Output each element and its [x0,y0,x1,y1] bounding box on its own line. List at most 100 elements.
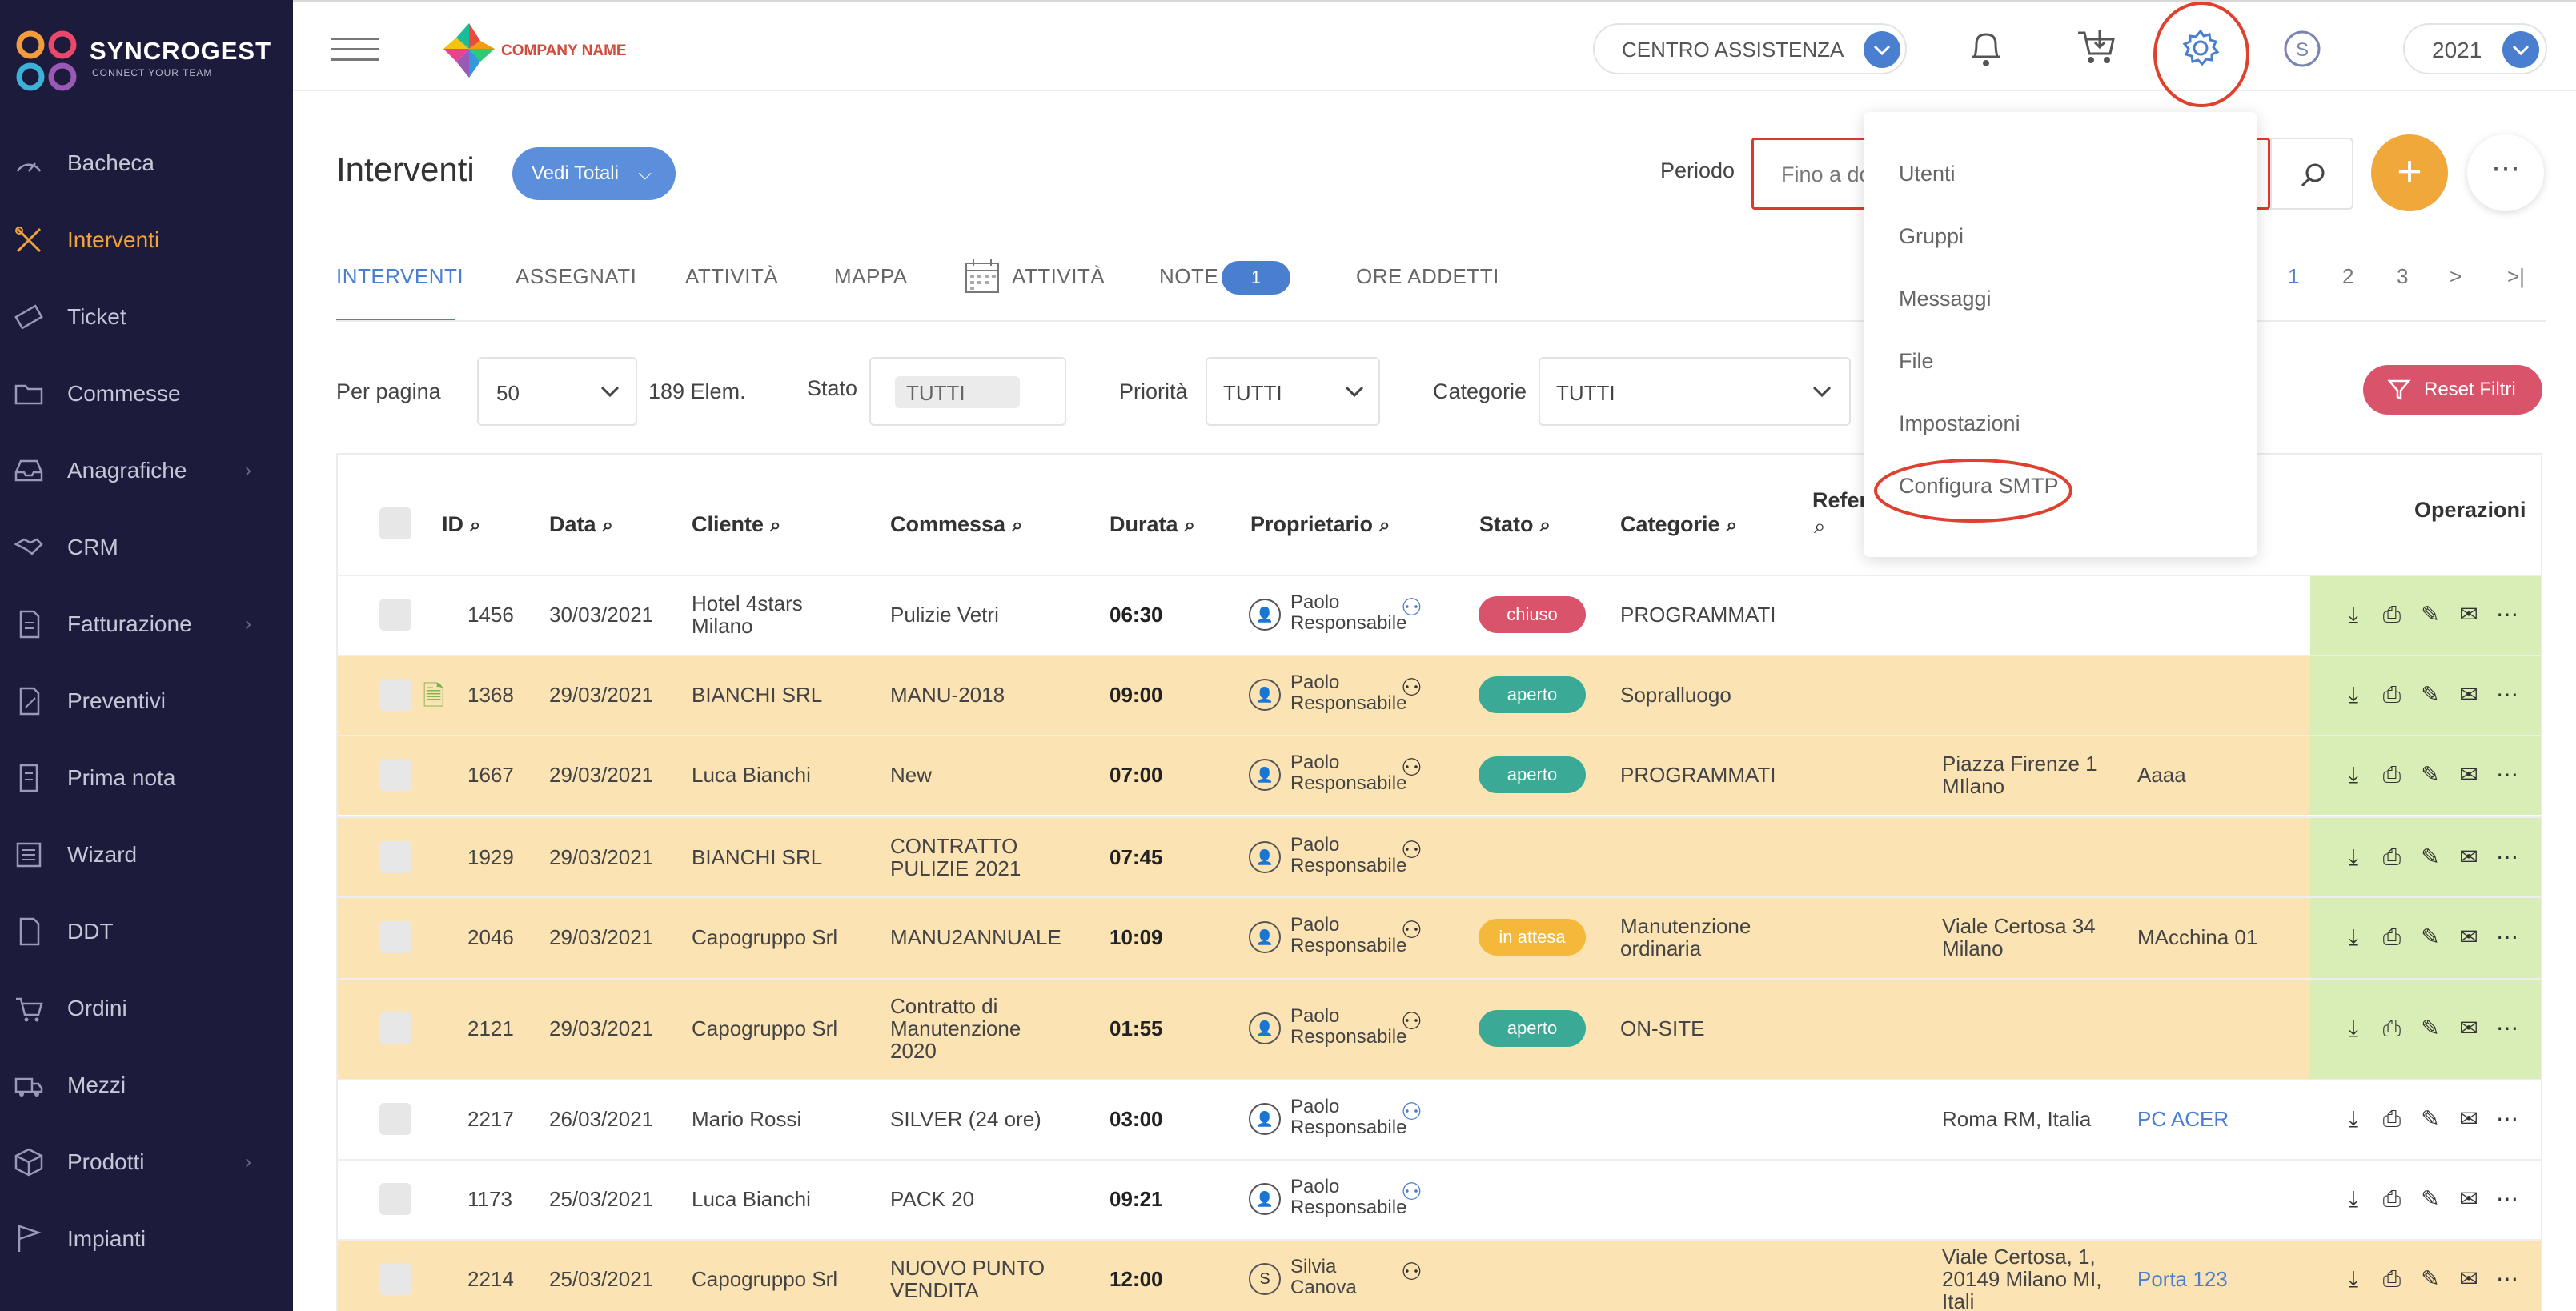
row-checkbox[interactable] [379,1103,411,1135]
menu-item-file[interactable]: File [1899,349,1934,373]
sidebar-item-anagrafiche[interactable]: Anagrafiche › [0,439,293,503]
edit-icon[interactable]: ✎ [2421,924,2440,949]
tab-note[interactable]: NOTE [1159,264,1219,288]
row-checkbox[interactable] [379,1183,411,1215]
pdf-icon[interactable]: ⎙ [2382,1266,2401,1291]
more-icon[interactable]: ⋯ [2496,1186,2518,1211]
row-checkbox[interactable] [379,1012,411,1044]
more-options-button[interactable]: ⋯ [2467,134,2544,211]
per-page-select[interactable]: 50 [477,357,637,426]
table-row[interactable] [338,978,2541,1079]
mail-icon[interactable]: ✉ [2459,844,2478,869]
settings-gear-icon[interactable] [2181,28,2221,68]
column-header-data[interactable]: Data ⌕ [549,512,613,537]
table-row[interactable] [338,655,2541,735]
column-header-categorie[interactable]: Categorie ⌕ [1620,512,1737,537]
table-row[interactable] [338,1159,2541,1239]
pdf-icon[interactable]: ⎙ [2382,602,2401,627]
download-icon[interactable]: ⤓ [2348,602,2359,627]
tab-attività[interactable]: ATTIVITÀ [1012,264,1105,288]
menu-item-messaggi[interactable]: Messaggi [1899,287,1992,311]
download-icon[interactable]: ⤓ [2348,1016,2359,1040]
pdf-icon[interactable]: ⎙ [2382,682,2401,707]
edit-icon[interactable]: ✎ [2421,602,2440,627]
period-search-button[interactable] [2270,138,2353,210]
sidebar-item-mezzi[interactable]: Mezzi [0,1053,293,1117]
edit-icon[interactable]: ✎ [2421,1186,2440,1211]
bell-icon[interactable] [1968,28,2004,68]
reset-filters-button[interactable]: Reset Filtri [2363,365,2542,415]
sidebar-item-interventi[interactable]: Interventi [0,208,293,272]
tab-mappa[interactable]: MAPPA [834,264,908,288]
menu-item-configura-smtp[interactable]: Configura SMTP [1899,474,2059,498]
more-icon[interactable]: ⋯ [2496,602,2518,627]
show-totals-button[interactable]: Vedi Totali ⌵ [512,147,676,200]
column-header-proprietario[interactable]: Proprietario ⌕ [1250,512,1390,537]
more-icon[interactable]: ⋯ [2496,1266,2518,1291]
more-icon[interactable]: ⋯ [2496,682,2518,707]
download-icon[interactable]: ⤓ [2348,682,2359,707]
more-icon[interactable]: ⋯ [2496,762,2518,787]
support-dropdown[interactable]: CENTRO ASSISTENZA [1593,23,1907,74]
pdf-icon[interactable]: ⎙ [2382,924,2401,949]
download-icon[interactable]: ⤓ [2348,1186,2359,1211]
download-icon[interactable]: ⤓ [2348,762,2359,787]
sidebar-item-ticket[interactable]: Ticket [0,285,293,349]
assign-user-icon[interactable]: ⚇ [1401,837,1422,864]
cart-download-icon[interactable] [2075,26,2117,68]
table-row[interactable] [338,1079,2541,1159]
assign-user-icon[interactable]: ⚇ [1401,1008,1422,1035]
more-icon[interactable]: ⋯ [2496,1106,2518,1131]
column-header-stato[interactable]: Stato ⌕ [1479,512,1551,537]
row-checkbox[interactable] [379,841,411,873]
mail-icon[interactable]: ✉ [2459,1186,2478,1211]
subscription-s-icon[interactable]: S [2283,30,2321,68]
download-icon[interactable]: ⤓ [2348,1106,2359,1131]
edit-icon[interactable]: ✎ [2421,844,2440,869]
edit-icon[interactable]: ✎ [2421,1266,2440,1291]
mail-icon[interactable]: ✉ [2459,1106,2478,1131]
assign-user-icon[interactable]: ⚇ [1401,1179,1422,1205]
assign-user-icon[interactable]: ⚇ [1401,1259,1422,1285]
add-button[interactable]: + [2371,134,2448,211]
assign-user-icon[interactable]: ⚇ [1401,675,1422,701]
download-icon[interactable]: ⤓ [2348,1266,2359,1291]
cell-ref[interactable]: PC ACER [2137,1107,2229,1131]
mail-icon[interactable]: ✉ [2459,682,2478,707]
table-row[interactable] [338,1239,2541,1311]
assign-user-icon[interactable]: ⚇ [1401,755,1422,781]
column-header-durata[interactable]: Durata ⌕ [1109,512,1195,537]
hamburger-menu-icon[interactable] [331,36,379,63]
assign-user-icon[interactable]: ⚇ [1401,595,1422,621]
year-dropdown[interactable]: 2021 [2403,23,2547,74]
mail-icon[interactable]: ✉ [2459,924,2478,949]
table-row[interactable] [338,816,2541,898]
sidebar-item-ddt[interactable]: DDT [0,900,293,964]
pdf-icon[interactable]: ⎙ [2382,762,2401,787]
more-icon[interactable]: ⋯ [2496,924,2518,949]
more-icon[interactable]: ⋯ [2496,1016,2518,1040]
row-checkbox[interactable] [379,1263,411,1295]
row-checkbox[interactable] [379,679,411,711]
mail-icon[interactable]: ✉ [2459,762,2478,787]
pagination-item[interactable]: > [2450,264,2462,288]
tab-interventi[interactable]: INTERVENTI [336,264,464,288]
edit-icon[interactable]: ✎ [2421,762,2440,787]
column-header-cliente[interactable]: Cliente ⌕ [692,512,780,537]
mail-icon[interactable]: ✉ [2459,1016,2478,1040]
select-all-checkbox[interactable] [379,507,411,539]
assign-user-icon[interactable]: ⚇ [1401,917,1422,944]
sidebar-item-preventivi[interactable]: Preventivi [0,669,293,733]
column-header-id[interactable]: ID ⌕ [442,512,480,537]
tab-assegnati[interactable]: ASSEGNATI [516,264,637,288]
pagination-item[interactable]: >| [2507,264,2525,288]
more-icon[interactable]: ⋯ [2496,844,2518,869]
tab-attività[interactable]: ATTIVITÀ [685,264,779,288]
row-checkbox[interactable] [379,921,411,953]
sidebar-item-bacheca[interactable]: Bacheca [0,131,293,195]
pagination-item[interactable]: 3 [2397,264,2409,288]
edit-icon[interactable]: ✎ [2421,1016,2440,1040]
row-checkbox[interactable] [379,599,411,631]
table-row[interactable] [338,896,2541,978]
sidebar-item-commesse[interactable]: Commesse [0,362,293,426]
